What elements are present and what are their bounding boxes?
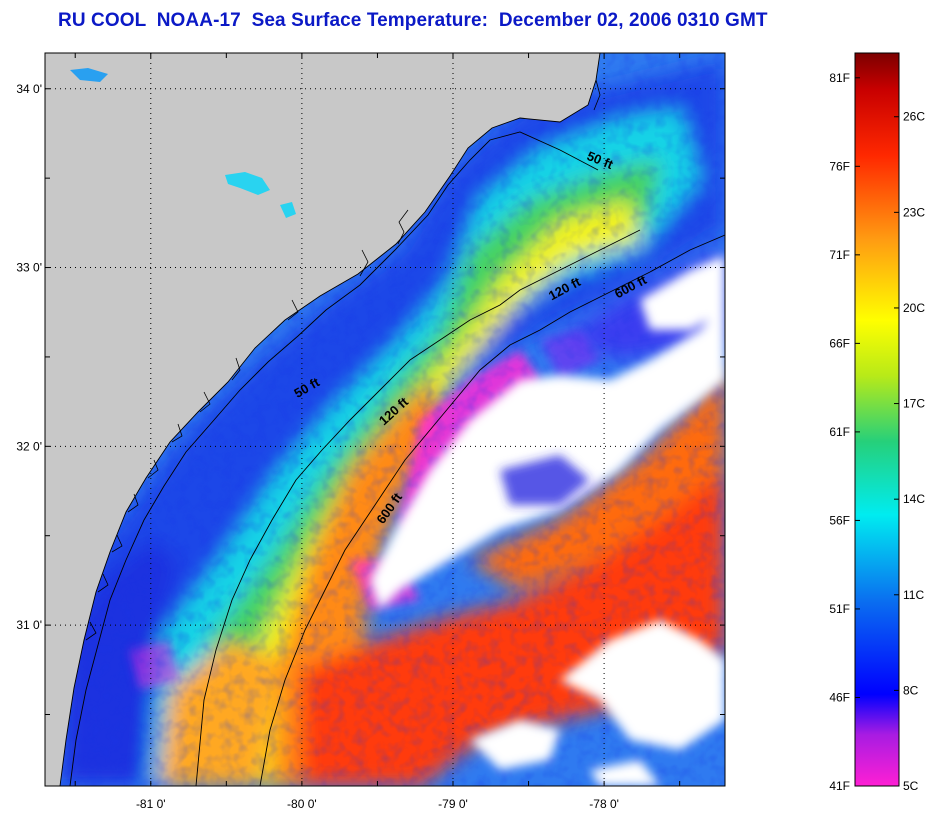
lake-north — [70, 68, 108, 82]
celsius-label: 26C — [903, 110, 925, 124]
celsius-label: 8C — [903, 683, 919, 697]
cloud-southeast — [560, 620, 725, 750]
fahrenheit-label: 61F — [829, 425, 850, 439]
coastline-detail — [85, 79, 601, 641]
lon-tick-label: -81 0' — [136, 797, 166, 811]
cloud-south — [470, 720, 560, 770]
lon-tick-label: -80 0' — [287, 797, 317, 811]
celsius-label: 17C — [903, 397, 925, 411]
celsius-label: 14C — [903, 492, 925, 506]
map-axes: -81 0' -80 0' -79 0' -78 0' 31 0' 32 0' 33 0' 3… — [16, 53, 725, 811]
fahrenheit-label: 51F — [829, 602, 850, 616]
colorbar: 26C 23C 20C 17C 14C 11C 8C 5C 81F 76F 71F 66F 61F 56F… — [829, 52, 925, 793]
fahrenheit-label: 46F — [829, 690, 850, 704]
lat-tick-label: 32 0' — [16, 439, 42, 453]
lon-tick-label: -79 0' — [438, 797, 468, 811]
celsius-label: 20C — [903, 301, 925, 315]
lat-tick-label: 34 0' — [16, 82, 42, 96]
isobath-600ft — [259, 234, 725, 786]
map-frame — [44, 52, 726, 787]
fahrenheit-label: 81F — [829, 71, 850, 85]
cloud-bottom-right — [590, 760, 660, 786]
land-area — [45, 53, 601, 786]
cloud-hole — [500, 455, 590, 505]
isobath-120ft — [195, 229, 641, 786]
celsius-label: 5C — [903, 779, 919, 793]
fahrenheit-label: 56F — [829, 513, 850, 527]
lake-small — [280, 202, 296, 218]
lon-tick-label: -78 0' — [589, 797, 619, 811]
fahrenheit-label: 71F — [829, 248, 850, 262]
fahrenheit-label: 76F — [829, 159, 850, 173]
cloud-north — [640, 255, 725, 330]
isobath-50ft — [69, 131, 599, 786]
lat-tick-label: 31 0' — [16, 618, 42, 632]
graticule — [45, 53, 725, 786]
cloud-main — [370, 300, 725, 610]
sst-image — [45, 53, 725, 786]
celsius-label: 23C — [903, 205, 925, 219]
celsius-label: 11C — [903, 588, 924, 602]
fahrenheit-label: 66F — [829, 336, 850, 350]
lake-marion — [225, 172, 270, 195]
colorbar-gradient — [854, 52, 900, 787]
page-title: RU COOL NOAA-17 Sea Surface Temperature:… — [58, 10, 768, 31]
fahrenheit-label: 41F — [829, 779, 850, 793]
lat-tick-label: 33 0' — [16, 261, 42, 275]
